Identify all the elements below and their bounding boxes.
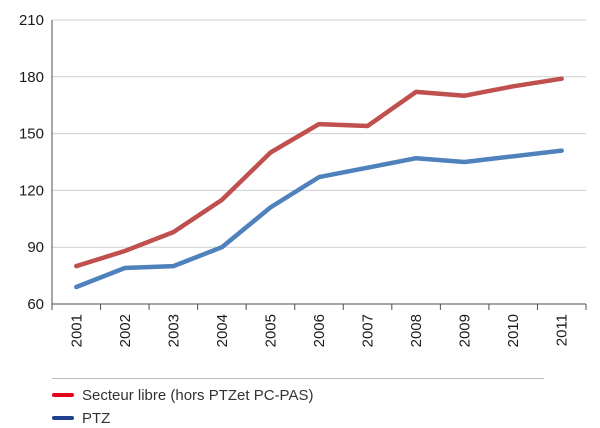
x-tick-label: 2005 xyxy=(262,314,279,347)
data-point xyxy=(317,122,321,126)
x-tick-label: 2011 xyxy=(554,314,571,346)
data-point xyxy=(220,198,224,202)
legend-item-secteur-libre: Secteur libre (hors PTZet PC-PAS) xyxy=(52,385,313,405)
y-tick-label: 60 xyxy=(27,296,44,313)
y-axis-ticks: 60 90 120 150 180 210 xyxy=(19,12,44,313)
x-tick-label: 2006 xyxy=(311,314,328,347)
data-point xyxy=(560,77,564,81)
legend-swatch-secteur-libre xyxy=(52,393,74,397)
data-point xyxy=(123,249,127,253)
x-tick-label: 2010 xyxy=(505,314,522,347)
data-point xyxy=(511,154,515,158)
y-tick-label: 150 xyxy=(19,126,44,143)
data-point xyxy=(414,90,418,94)
data-point xyxy=(171,264,175,268)
data-point xyxy=(511,84,515,88)
data-point xyxy=(171,230,175,234)
x-tick-label: 2003 xyxy=(165,314,182,347)
data-point xyxy=(463,160,467,164)
legend-swatch-ptz xyxy=(52,416,74,420)
data-point xyxy=(123,266,127,270)
x-tick-label: 2008 xyxy=(408,314,425,347)
data-point xyxy=(560,149,564,153)
legend-item-ptz: PTZ xyxy=(52,408,110,428)
data-point xyxy=(317,175,321,179)
x-tick-label: 2009 xyxy=(457,314,474,347)
gridlines xyxy=(52,19,586,248)
legend-divider xyxy=(52,378,544,379)
x-tick-label: 2004 xyxy=(214,314,231,347)
y-tick-label: 120 xyxy=(19,182,44,199)
x-tick-label: 2002 xyxy=(117,314,134,347)
data-point xyxy=(268,151,272,155)
data-point xyxy=(220,245,224,249)
x-axis-ticks: 2001 2002 2003 2004 2005 2006 2007 2008 2009 2010… xyxy=(68,314,570,347)
series-lines xyxy=(74,76,564,290)
y-tick-label: 90 xyxy=(27,239,44,256)
data-point xyxy=(74,264,78,268)
data-point xyxy=(463,94,467,98)
y-tick-label: 180 xyxy=(19,69,44,86)
data-point xyxy=(268,205,272,209)
series-line-ptz xyxy=(74,148,564,290)
legend-label-secteur-libre: Secteur libre (hors PTZet PC-PAS) xyxy=(82,386,314,404)
data-point xyxy=(366,166,370,170)
data-point xyxy=(414,156,418,160)
axes xyxy=(51,20,587,310)
data-point xyxy=(366,124,370,128)
y-tick-label: 210 xyxy=(19,12,44,29)
series-line-secteur-libre xyxy=(74,76,564,269)
x-tick-label: 2007 xyxy=(360,314,377,347)
x-tick-label: 2001 xyxy=(68,314,85,347)
legend-label-ptz: PTZ xyxy=(82,409,111,427)
data-point xyxy=(74,285,78,289)
